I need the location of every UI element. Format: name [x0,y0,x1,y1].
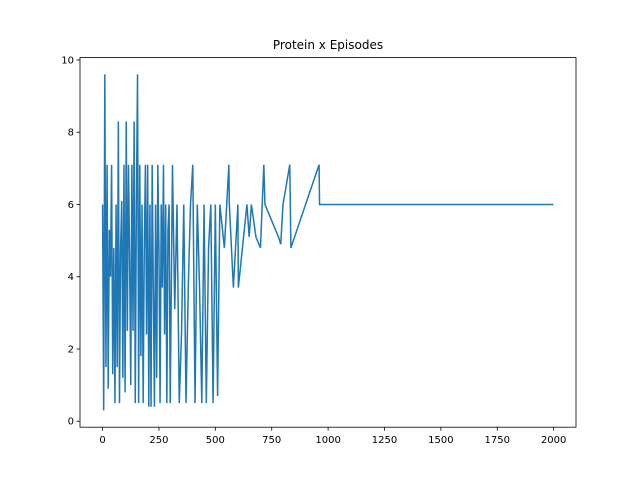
x-tick-label: 250 [149,435,168,446]
y-tick-label: 8 [68,128,74,139]
plot-frame [79,57,577,428]
y-tick-label: 10 [61,55,74,66]
x-tick-label: 2000 [541,435,566,446]
data-line [101,74,554,411]
x-tick-label: 1500 [428,435,453,446]
y-tick-label: 0 [68,417,74,428]
x-tick-label: 1750 [485,435,510,446]
y-tick-label: 4 [68,272,74,283]
x-tick-label: 1250 [372,435,397,446]
x-tick-label: 1000 [315,435,340,446]
x-tick-label: 500 [206,435,225,446]
x-tick-label: 750 [262,435,281,446]
chart-title: Protein x Episodes [273,38,383,52]
x-tick-label: 0 [99,435,105,446]
y-tick-label: 6 [68,200,74,211]
y-tick-label: 2 [68,344,74,355]
